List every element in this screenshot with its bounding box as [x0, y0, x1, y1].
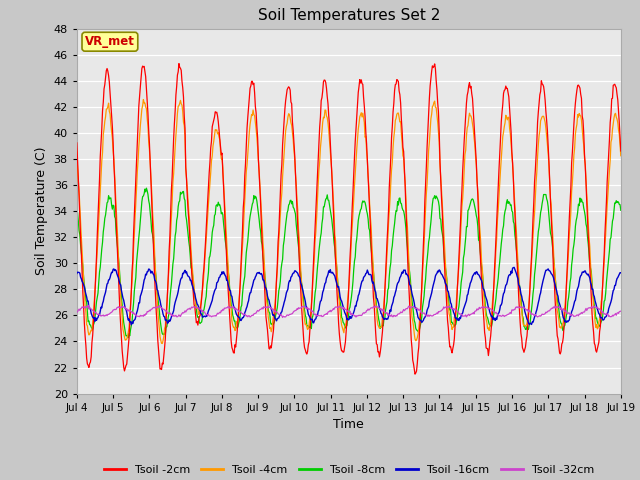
X-axis label: Time: Time — [333, 418, 364, 431]
Text: VR_met: VR_met — [85, 35, 135, 48]
Title: Soil Temperatures Set 2: Soil Temperatures Set 2 — [258, 9, 440, 24]
Y-axis label: Soil Temperature (C): Soil Temperature (C) — [35, 147, 48, 276]
Legend: Tsoil -2cm, Tsoil -4cm, Tsoil -8cm, Tsoil -16cm, Tsoil -32cm: Tsoil -2cm, Tsoil -4cm, Tsoil -8cm, Tsoi… — [99, 460, 598, 479]
